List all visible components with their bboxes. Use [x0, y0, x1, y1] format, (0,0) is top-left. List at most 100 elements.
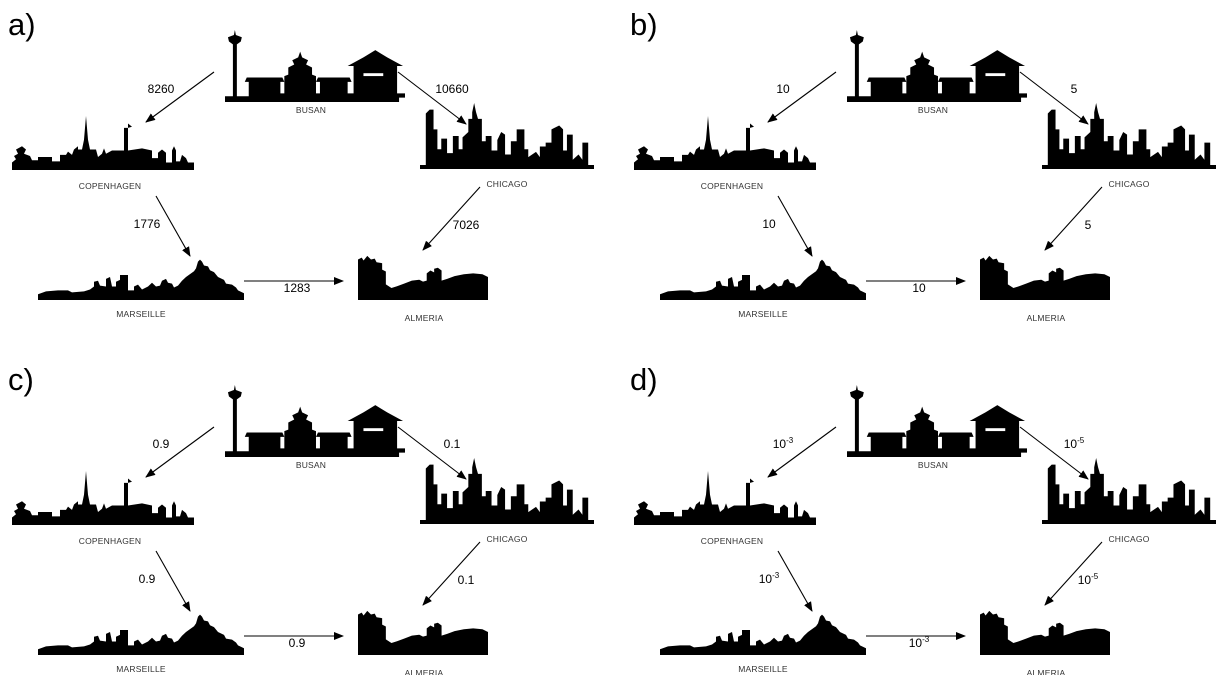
edge-label-exponent: -5: [1077, 436, 1085, 445]
city-label-busan: BUSAN: [296, 105, 326, 115]
edge-label-busan_chicago: 5: [1071, 82, 1078, 96]
edge-label-base: 5: [1085, 218, 1092, 232]
busan-skyline-icon: [847, 30, 1027, 102]
almeria-skyline-icon: [358, 255, 488, 300]
city-label-copenhagen: COPENHAGEN: [79, 536, 141, 546]
panel-0: a) BUSAN COPENHAGEN CHICAGO MARSEILLE ALMERIA…: [8, 7, 594, 323]
edge-label-busan_chicago: 10660: [435, 82, 469, 96]
arrow-chicago_almeria: [1044, 186, 1103, 251]
city-label-marseille: MARSEILLE: [116, 309, 166, 319]
edge-label-chicago_almeria: 0.1: [458, 573, 475, 587]
edge-label-busan_copenhagen: 8260: [148, 82, 175, 96]
edge-label-base: 1776: [134, 217, 161, 231]
arrow-busan_chicago: [1019, 426, 1089, 480]
chicago-skyline-icon: [420, 103, 594, 169]
city-label-almeria: ALMERIA: [405, 313, 444, 323]
marseille-skyline-icon: [38, 614, 244, 655]
edge-label-exponent: -5: [1091, 572, 1099, 581]
busan-skyline-icon: [225, 30, 405, 102]
city-label-almeria: ALMERIA: [405, 668, 444, 675]
edge-label-base: 10: [1064, 437, 1078, 451]
copenhagen-skyline-icon: [634, 471, 816, 525]
edge-label-base: 10: [759, 572, 773, 586]
city-label-chicago: CHICAGO: [486, 179, 527, 189]
edge-label-base: 0.1: [458, 573, 475, 587]
arrow-copenhagen_marseille: [155, 550, 191, 612]
arrow-copenhagen_marseille: [777, 195, 813, 257]
edge-label-base: 0.9: [139, 572, 156, 586]
edge-label-base: 7026: [453, 218, 480, 232]
edge-label-marseille_almeria: 10: [912, 281, 926, 295]
arrow-busan_chicago: [1019, 71, 1089, 125]
city-label-busan: BUSAN: [918, 105, 948, 115]
panel-letter: c): [8, 362, 34, 397]
panel-letter: d): [630, 362, 658, 397]
marseille-skyline-icon: [38, 259, 244, 300]
panels-root: a) BUSAN COPENHAGEN CHICAGO MARSEILLE ALMERIA…: [8, 7, 1216, 675]
panel-letter: b): [630, 7, 658, 42]
arrow-busan_copenhagen: [767, 71, 837, 123]
city-label-copenhagen: COPENHAGEN: [79, 181, 141, 191]
copenhagen-skyline-icon: [12, 471, 194, 525]
edge-label-base: 0.1: [444, 437, 461, 451]
almeria-skyline-icon: [980, 255, 1110, 300]
edge-label-base: 5: [1071, 82, 1078, 96]
marseille-skyline-icon: [660, 614, 866, 655]
edge-label-exponent: -3: [772, 571, 780, 580]
city-label-marseille: MARSEILLE: [116, 664, 166, 674]
arrow-busan_copenhagen: [767, 426, 837, 478]
edge-label-chicago_almeria: 10-5: [1078, 572, 1099, 587]
panel-3: d) BUSAN COPENHAGEN CHICAGO MARSEILLE ALMERIA…: [630, 362, 1216, 675]
arrow-busan_copenhagen: [145, 426, 215, 478]
almeria-skyline-icon: [358, 610, 488, 655]
edge-label-busan_copenhagen: 10: [776, 82, 790, 96]
marseille-skyline-icon: [660, 259, 866, 300]
edge-label-base: 10: [773, 437, 787, 451]
city-label-almeria: ALMERIA: [1027, 668, 1066, 675]
panel-1: b) BUSAN COPENHAGEN CHICAGO MARSEILLE ALMERIA…: [630, 7, 1216, 323]
arrow-copenhagen_marseille: [777, 550, 813, 612]
panel-2: c) BUSAN COPENHAGEN CHICAGO MARSEILLE ALMERIA…: [8, 362, 594, 675]
chicago-skyline-icon: [1042, 458, 1216, 524]
edge-label-base: 10: [909, 636, 923, 650]
edge-label-copenhagen_marseille: 1776: [134, 217, 161, 231]
edge-label-busan_chicago: 10-5: [1064, 436, 1085, 451]
city-label-almeria: ALMERIA: [1027, 313, 1066, 323]
city-label-chicago: CHICAGO: [1108, 179, 1149, 189]
city-label-marseille: MARSEILLE: [738, 664, 788, 674]
edge-label-base: 10: [762, 217, 776, 231]
edge-label-base: 10: [1078, 573, 1092, 587]
arrow-chicago_almeria: [422, 186, 481, 251]
edge-label-base: 10660: [435, 82, 469, 96]
arrow-copenhagen_marseille: [155, 195, 191, 257]
edge-label-base: 0.9: [289, 636, 306, 650]
arrow-chicago_almeria: [422, 541, 481, 606]
edge-label-marseille_almeria: 0.9: [289, 636, 306, 650]
edge-label-copenhagen_marseille: 10-3: [759, 571, 780, 586]
edge-label-busan_chicago: 0.1: [444, 437, 461, 451]
copenhagen-skyline-icon: [634, 116, 816, 170]
busan-skyline-icon: [847, 385, 1027, 457]
edge-label-base: 10: [776, 82, 790, 96]
city-label-chicago: CHICAGO: [1108, 534, 1149, 544]
edge-label-busan_copenhagen: 0.9: [153, 437, 170, 451]
edge-label-base: 10: [912, 281, 926, 295]
arrow-busan_copenhagen: [145, 71, 215, 123]
city-label-marseille: MARSEILLE: [738, 309, 788, 319]
arrow-busan_chicago: [397, 71, 467, 125]
arrow-chicago_almeria: [1044, 541, 1103, 606]
edge-label-base: 1283: [284, 281, 311, 295]
edge-label-exponent: -3: [786, 436, 794, 445]
edge-label-copenhagen_marseille: 0.9: [139, 572, 156, 586]
edge-label-marseille_almeria: 1283: [284, 281, 311, 295]
edge-label-exponent: -3: [922, 635, 930, 644]
city-label-chicago: CHICAGO: [486, 534, 527, 544]
copenhagen-skyline-icon: [12, 116, 194, 170]
chicago-skyline-icon: [1042, 103, 1216, 169]
edge-label-base: 0.9: [153, 437, 170, 451]
edge-label-chicago_almeria: 5: [1085, 218, 1092, 232]
edge-label-base: 8260: [148, 82, 175, 96]
edge-label-chicago_almeria: 7026: [453, 218, 480, 232]
